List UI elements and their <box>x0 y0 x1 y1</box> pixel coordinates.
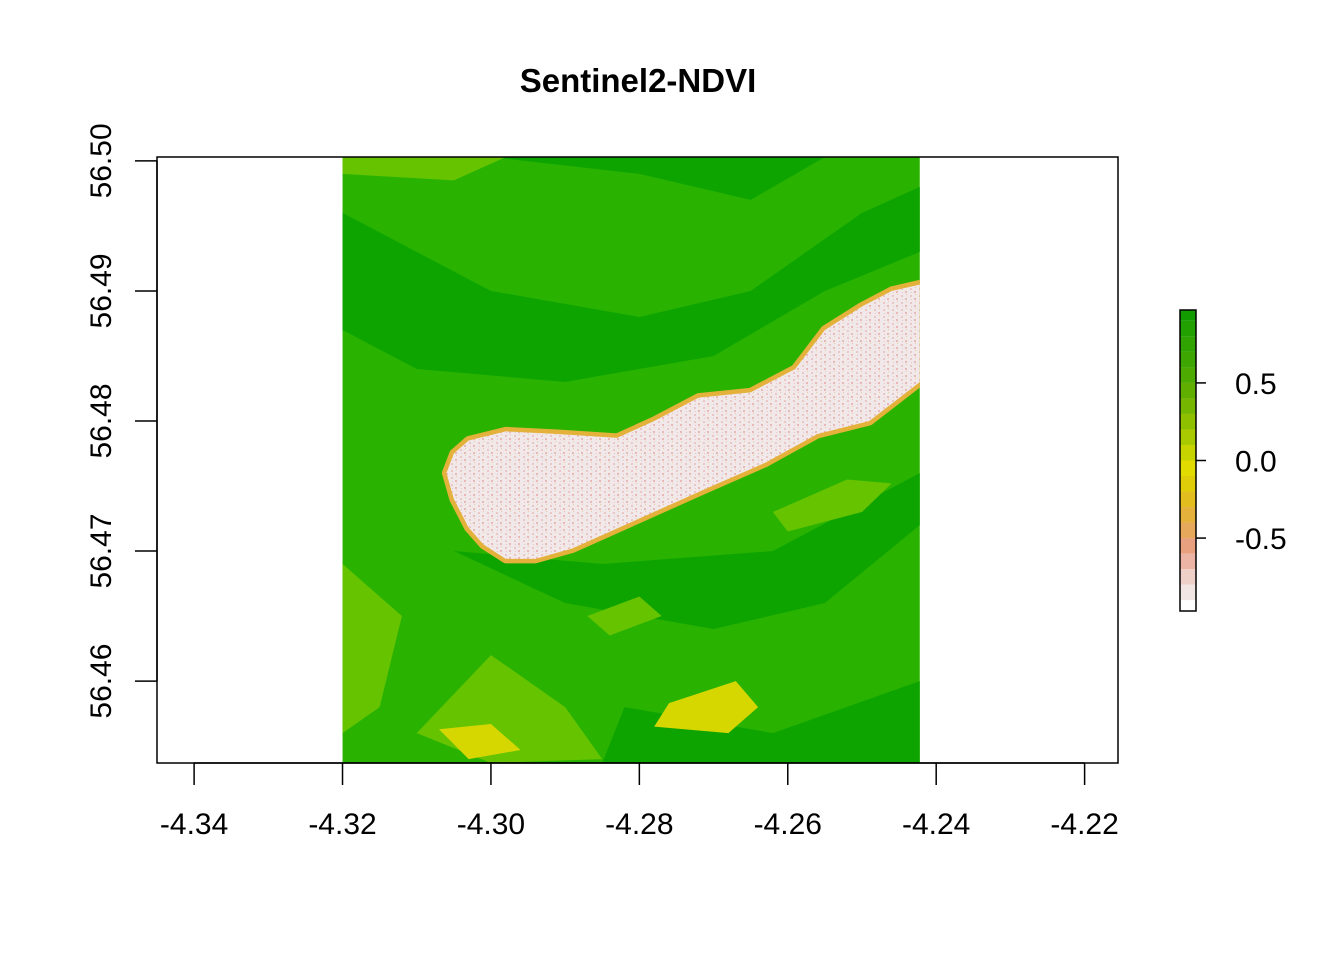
legend-swatch <box>1180 310 1196 321</box>
legend-swatch <box>1180 351 1196 368</box>
legend-tick-label: 0.0 <box>1235 446 1277 479</box>
legend-tick-label: 0.5 <box>1235 368 1277 401</box>
x-tick-label: -4.34 <box>160 808 228 841</box>
vegetation-patch <box>453 473 920 630</box>
y-tick-label: 56.46 <box>85 644 118 719</box>
legend-swatch <box>1180 413 1196 430</box>
x-tick-label: -4.32 <box>308 808 376 841</box>
legend-swatch <box>1180 476 1196 492</box>
legend-swatch <box>1180 600 1196 611</box>
legend-swatch <box>1180 553 1196 570</box>
legend-swatch <box>1180 569 1196 585</box>
y-tick-label: 56.47 <box>85 513 118 588</box>
legend-swatch <box>1180 538 1196 554</box>
x-tick-label: -4.26 <box>754 808 822 841</box>
x-tick-label: -4.30 <box>457 808 525 841</box>
vegetation-patch <box>342 157 506 181</box>
vegetation-patch <box>772 479 892 532</box>
legend-swatch <box>1180 336 1196 352</box>
legend-swatch <box>1180 584 1196 601</box>
vegetation-patch <box>438 723 521 760</box>
x-tick-label: -4.22 <box>1050 808 1118 841</box>
legend-swatch <box>1180 491 1196 508</box>
legend-swatch <box>1180 367 1196 383</box>
y-tick-label: 56.48 <box>85 383 118 458</box>
legend-swatch <box>1180 460 1196 477</box>
chart-title: Sentinel2-NDVI <box>520 62 757 99</box>
legend-swatch <box>1180 320 1196 337</box>
legend-swatch <box>1180 522 1196 539</box>
lake-water <box>446 284 920 559</box>
y-axis: 56.46 56.47 56.48 56.49 56.50 <box>85 123 158 719</box>
legend-swatch <box>1180 398 1196 414</box>
vegetation-patch <box>342 186 920 382</box>
vegetation-patch <box>587 596 662 636</box>
x-axis: -4.34 -4.32 -4.30 -4.28 -4.26 -4.24 -4.22 <box>160 762 1119 841</box>
legend-swatch <box>1180 382 1196 399</box>
legend-swatch <box>1180 429 1196 445</box>
vegetation-patch <box>490 157 825 200</box>
vegetation-patch <box>654 681 759 734</box>
y-tick-label: 56.49 <box>85 253 118 328</box>
ndvi-raster <box>342 157 920 763</box>
x-tick-label: -4.28 <box>605 808 673 841</box>
y-tick-label: 56.50 <box>85 123 118 198</box>
legend-swatch <box>1180 444 1196 461</box>
legend-tick-label: -0.5 <box>1235 523 1287 556</box>
color-legend: 0.5 0.0 -0.5 <box>1179 309 1287 612</box>
legend-swatch <box>1180 507 1196 523</box>
vegetation-patch <box>342 564 402 734</box>
vegetation-patch <box>602 681 920 763</box>
x-tick-label: -4.24 <box>902 808 970 841</box>
